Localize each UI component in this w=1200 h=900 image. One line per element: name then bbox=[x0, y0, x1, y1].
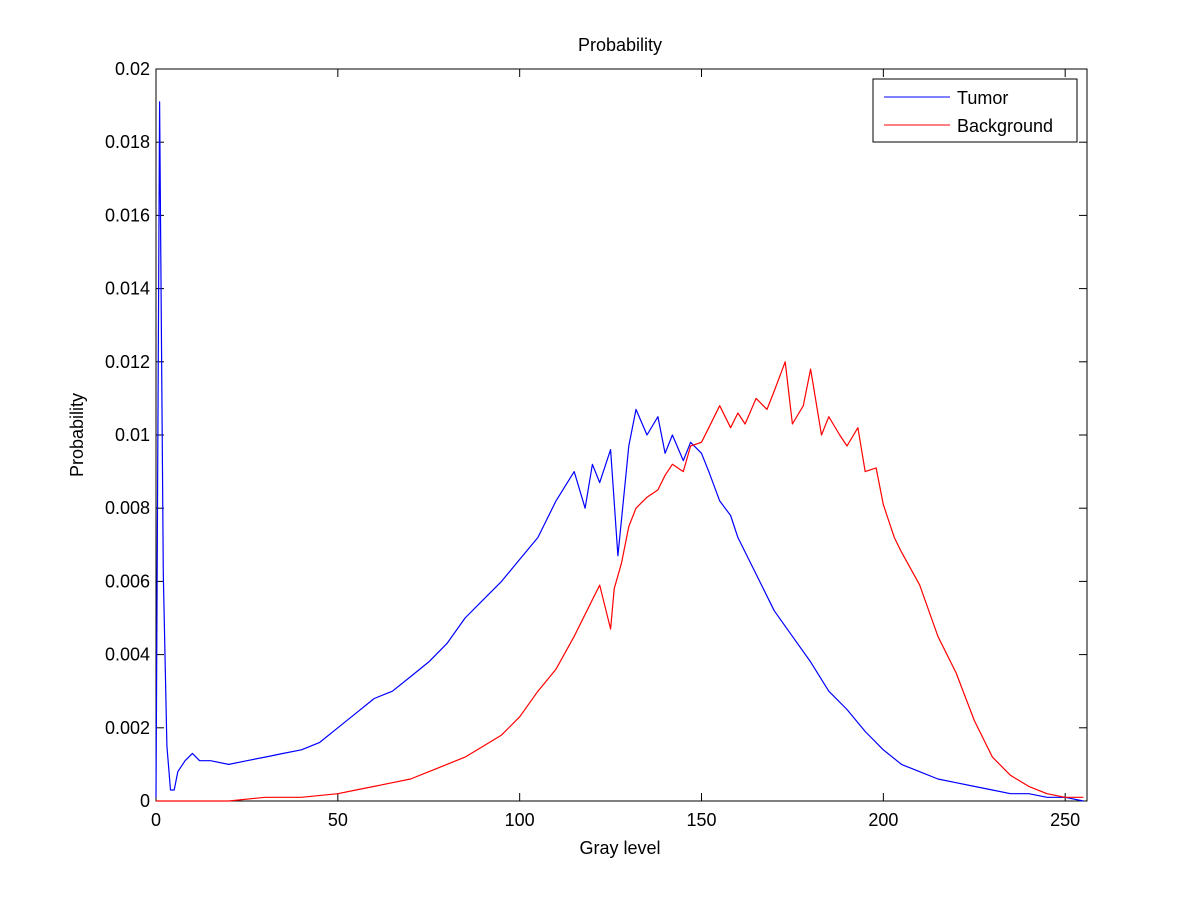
x-tick-label: 150 bbox=[686, 810, 716, 830]
y-tick-label: 0 bbox=[140, 791, 150, 811]
y-tick-label: 0.012 bbox=[105, 352, 150, 372]
y-tick-label: 0.008 bbox=[105, 498, 150, 518]
x-tick-label: 100 bbox=[505, 810, 535, 830]
series-layer bbox=[155, 101, 1084, 802]
y-axis-ticks: 0 0.002 0.004 0.006 0.008 0.01 0.012 0.014 0.016… bbox=[105, 59, 1087, 811]
y-tick-label: 0.01 bbox=[115, 425, 150, 445]
x-axis-ticks: 0 50 100 150 200 250 bbox=[151, 69, 1080, 830]
chart-title: Probability bbox=[578, 35, 662, 55]
x-tick-label: 250 bbox=[1050, 810, 1080, 830]
plot-area bbox=[155, 68, 1088, 802]
x-tick-label: 0 bbox=[151, 810, 161, 830]
x-tick-label: 200 bbox=[868, 810, 898, 830]
y-tick-label: 0.002 bbox=[105, 718, 150, 738]
y-tick-label: 0.018 bbox=[105, 132, 150, 152]
y-tick-label: 0.016 bbox=[105, 205, 150, 225]
y-tick-label: 0.004 bbox=[105, 645, 150, 665]
y-tick-label: 0.02 bbox=[115, 59, 150, 79]
x-tick-label: 50 bbox=[328, 810, 348, 830]
x-axis-label: Gray level bbox=[579, 838, 660, 858]
y-axis-label: Probability bbox=[67, 393, 87, 477]
legend-label-background: Background bbox=[957, 116, 1053, 136]
legend-label-tumor: Tumor bbox=[957, 88, 1008, 108]
legend-box bbox=[872, 78, 1078, 143]
legend: Tumor Background bbox=[872, 78, 1078, 143]
series-line-tumor bbox=[155, 101, 1084, 802]
series-line-background bbox=[156, 361, 1084, 802]
y-tick-label: 0.014 bbox=[105, 279, 150, 299]
y-tick-label: 0.006 bbox=[105, 571, 150, 591]
